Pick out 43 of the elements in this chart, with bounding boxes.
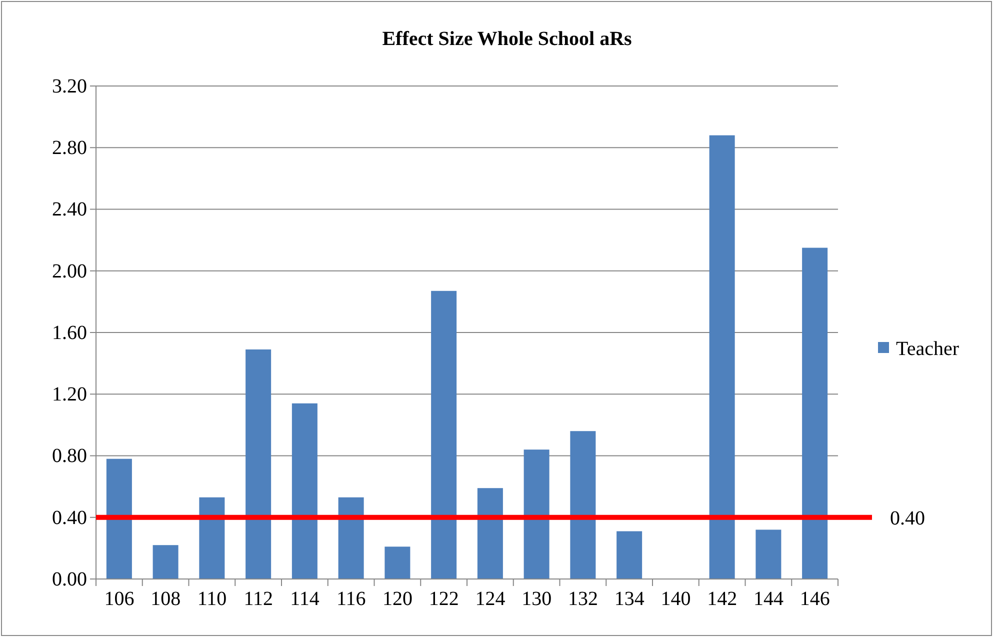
bar: [802, 248, 828, 579]
y-tick-label: 0.40: [52, 506, 87, 529]
bar: [199, 497, 225, 579]
x-tick-label: 134: [614, 588, 644, 610]
bar: [709, 135, 735, 579]
x-tick-label: 130: [522, 588, 552, 610]
bar: [570, 431, 596, 579]
bar: [616, 531, 642, 579]
x-tick-label: 122: [428, 588, 459, 610]
x-tick-label: 106: [104, 588, 134, 610]
bar: [292, 403, 318, 579]
x-tick-label: 124: [475, 588, 506, 610]
bar: [152, 545, 178, 579]
x-tick-label: 114: [290, 588, 320, 610]
bar: [384, 546, 410, 579]
chart-title: Effect Size Whole School aRs: [382, 28, 632, 50]
x-tick-label: 110: [197, 588, 227, 610]
x-tick-label: 120: [382, 588, 412, 610]
bar: [338, 497, 364, 579]
bar: [431, 290, 457, 579]
x-tick-label: 140: [660, 588, 691, 610]
x-tick-label: 146: [800, 588, 830, 610]
bar: [246, 349, 272, 579]
y-tick-label: 2.00: [52, 260, 87, 282]
y-tick-label: 1.60: [52, 322, 87, 344]
bar: [106, 458, 132, 579]
bar: [477, 488, 503, 579]
x-tick-label: 132: [568, 588, 598, 610]
bar: [524, 450, 550, 579]
x-tick-label: 108: [150, 588, 181, 610]
bar: [756, 530, 782, 579]
y-tick-label: 2.80: [52, 137, 87, 160]
x-tick-label: 116: [336, 588, 366, 610]
x-tick-label: 142: [707, 588, 738, 610]
x-tick-label: 112: [244, 588, 273, 610]
y-tick-label: 2.40: [52, 198, 87, 221]
legend-label: Teacher: [896, 338, 960, 360]
y-tick-label: 1.20: [52, 384, 87, 406]
ref-line-label: 0.40: [890, 507, 925, 530]
y-tick-label: 0.80: [52, 445, 87, 468]
y-tick-label: 3.20: [52, 75, 87, 98]
y-tick-label: 0.00: [52, 568, 87, 590]
x-tick-label: 144: [753, 588, 784, 610]
